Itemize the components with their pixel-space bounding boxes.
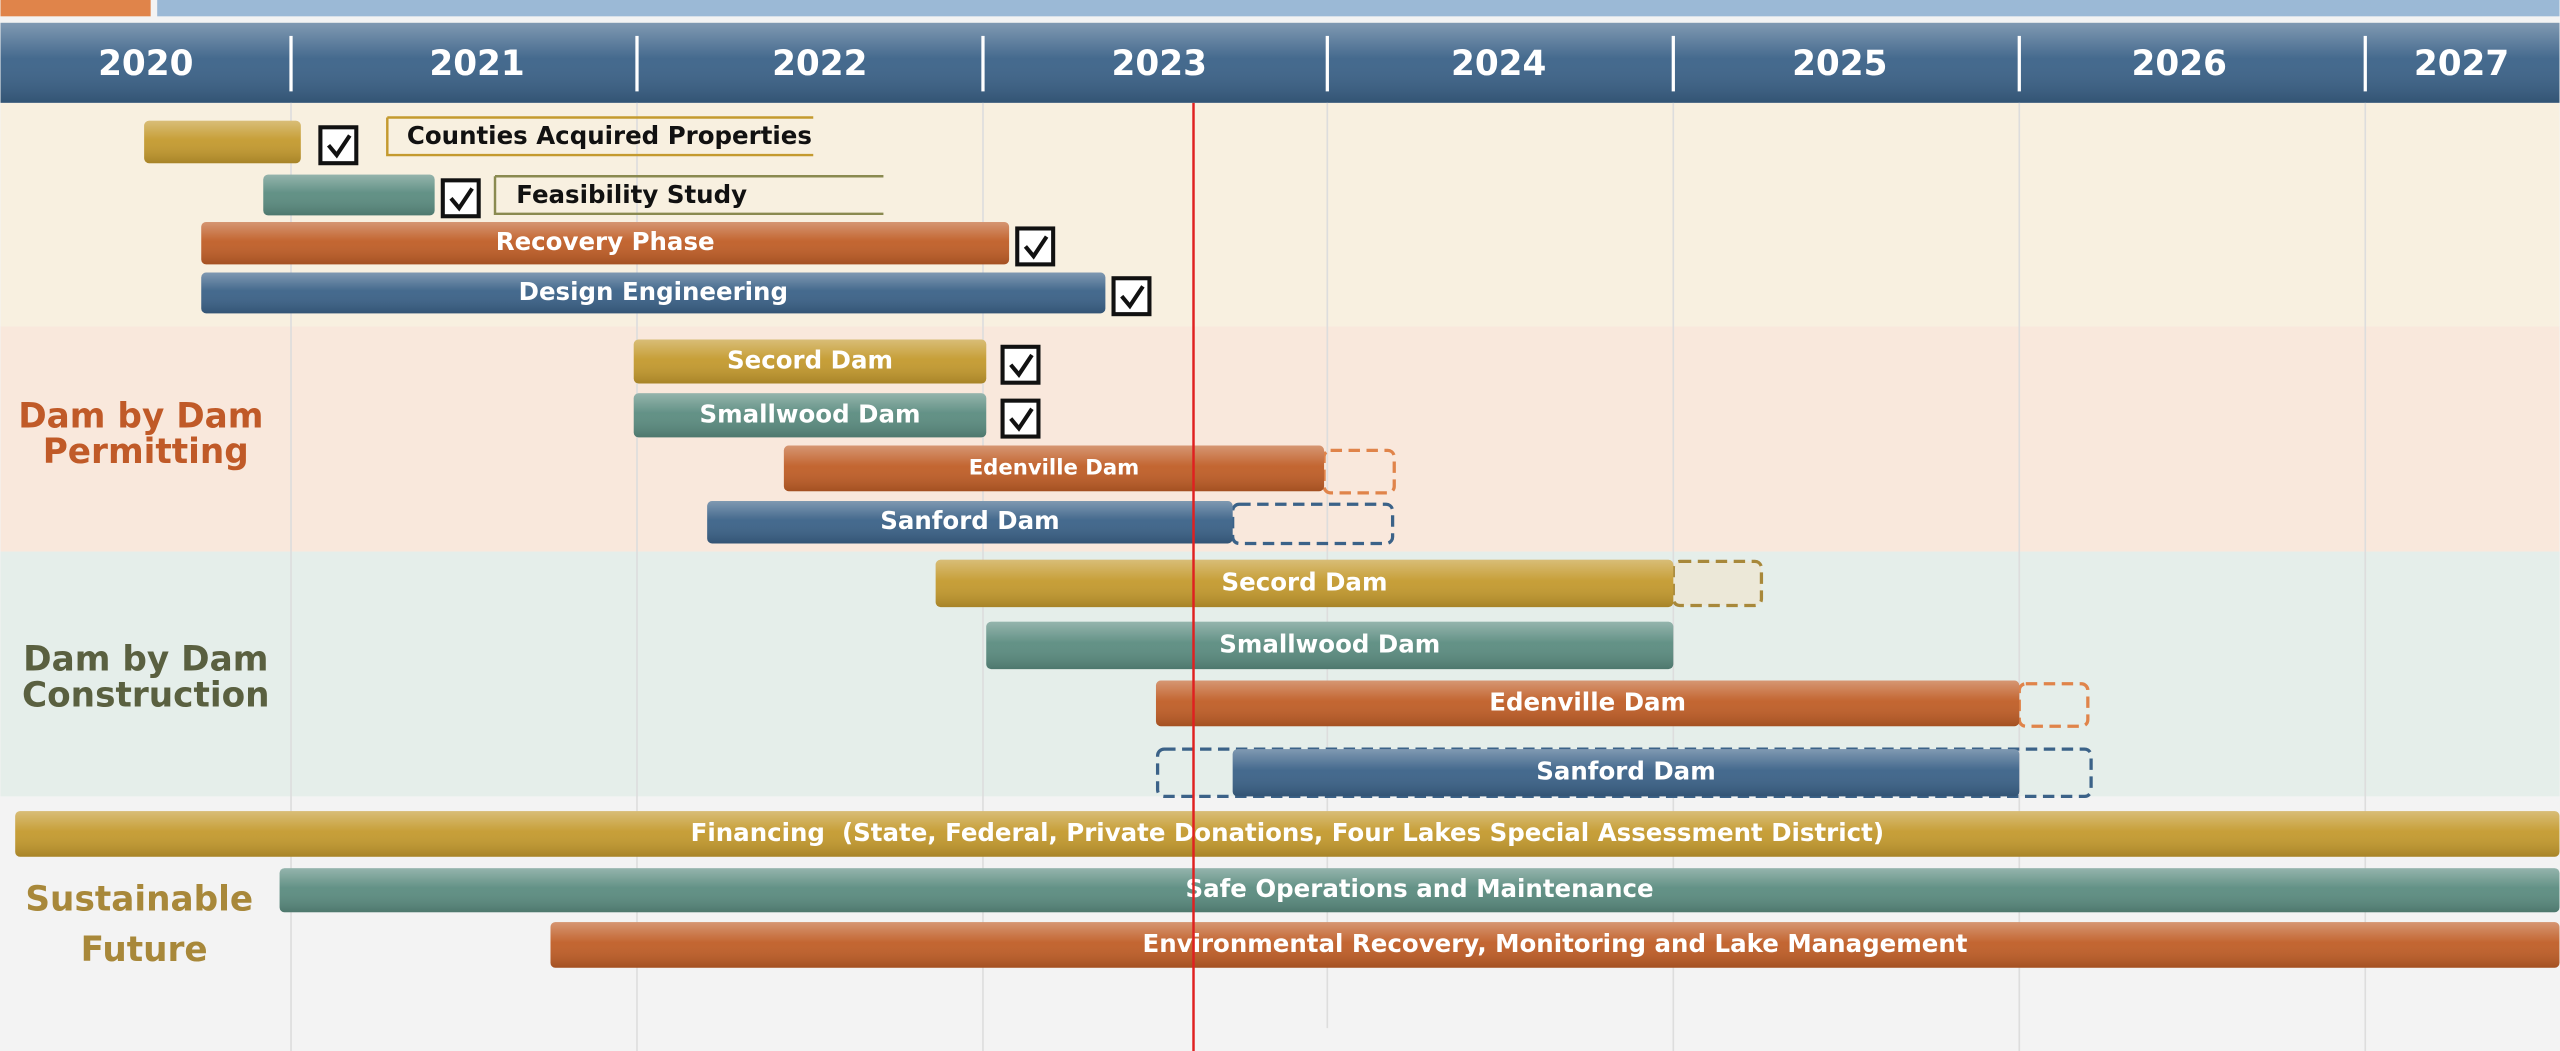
- task-label: Design Engineering: [519, 277, 788, 306]
- bar-gloss: [263, 174, 435, 216]
- label-frame: [493, 175, 884, 216]
- section-label: Dam by Dam: [18, 396, 263, 436]
- bar-gloss: [201, 272, 1106, 314]
- checkbox: [1111, 276, 1152, 317]
- top-strip: [157, 0, 2560, 17]
- year: 2026: [2132, 44, 2227, 84]
- section-bg: [0, 326, 2560, 552]
- label-frame: [386, 116, 814, 157]
- task-label: Smallwood Dam: [699, 399, 920, 428]
- bar-gloss: [15, 811, 2560, 857]
- checkbox: [318, 125, 359, 166]
- checkbox: [1000, 398, 1041, 439]
- section-label: Sustainable: [25, 879, 253, 919]
- top-strip: [0, 0, 151, 17]
- checkmark: [1009, 353, 1034, 378]
- year: 2023: [1112, 44, 1207, 84]
- year: 2022: [772, 44, 867, 84]
- section-label: Future: [81, 930, 208, 970]
- section-label: Construction: [22, 675, 270, 715]
- checkbox: [1000, 344, 1041, 385]
- task-label: Environmental Recovery, Monitoring and L…: [1143, 929, 1968, 958]
- section-label: Permitting: [43, 432, 249, 472]
- task-label: Secord Dam: [1222, 567, 1388, 596]
- task-label: Financing (State, Federal, Private Donat…: [691, 818, 1884, 847]
- bar-gloss: [935, 559, 1674, 608]
- checkmark: [1120, 285, 1145, 310]
- checkbox: [1015, 226, 1056, 267]
- bar-gloss: [633, 393, 987, 438]
- task-label: Counties Acquired Properties: [407, 121, 812, 150]
- bars: Recovery Phase Design Engineering Secord D…: [15, 120, 2560, 968]
- bar-gloss: [550, 922, 2560, 968]
- header-dividers: [289, 35, 2367, 92]
- bar-gloss: [707, 501, 1233, 544]
- bar-gloss: [201, 221, 1010, 265]
- year: 2024: [1451, 44, 1546, 84]
- year: 2027: [2414, 44, 2509, 84]
- task-label: Recovery Phase: [496, 227, 715, 256]
- bar-gloss: [1232, 749, 2020, 797]
- checkmark: [1009, 407, 1034, 432]
- checkmark: [1023, 235, 1049, 260]
- task-label: Sanford Dam: [1536, 757, 1715, 786]
- section-label: Dam by Dam: [23, 639, 268, 679]
- task-label: Edenville Dam: [969, 455, 1140, 480]
- task-label: Safe Operations and Maintenance: [1185, 874, 1653, 903]
- task-label: Feasibility Study: [516, 180, 747, 209]
- checkmark: [326, 134, 352, 159]
- header-gloss: [0, 22, 2560, 103]
- year: 2020: [98, 44, 193, 84]
- task-label: Sanford Dam: [880, 506, 1059, 535]
- task-label: Smallwood Dam: [1219, 629, 1440, 658]
- checkbox: [440, 178, 481, 219]
- checkmark: [449, 187, 474, 212]
- task-label: Edenville Dam: [1489, 687, 1686, 716]
- task-label: Secord Dam: [727, 345, 893, 374]
- year: 2025: [1792, 44, 1887, 84]
- bar-gloss: [986, 621, 1674, 670]
- bar-gloss: [279, 868, 2560, 913]
- year: 2021: [429, 44, 524, 84]
- bar-gloss: [144, 120, 301, 164]
- bar-gloss: [783, 445, 1325, 492]
- bar-gloss: [633, 339, 987, 384]
- bar-gloss: [1155, 680, 2020, 727]
